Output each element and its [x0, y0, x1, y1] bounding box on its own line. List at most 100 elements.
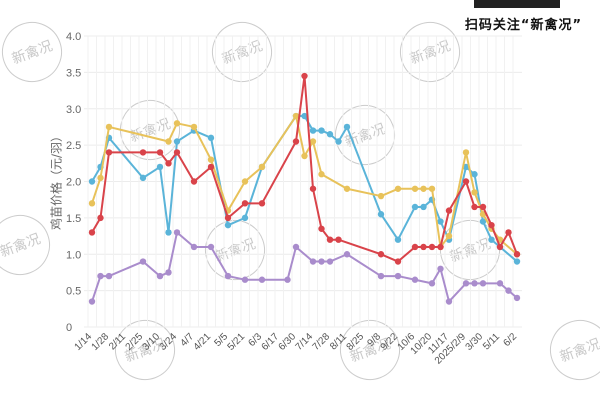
purple-data-point[interactable]	[377, 272, 385, 280]
red-data-point[interactable]	[496, 243, 504, 251]
yellow-data-point[interactable]	[207, 156, 215, 163]
purple-data-point[interactable]	[445, 298, 453, 305]
red-data-point[interactable]	[377, 251, 385, 258]
red-data-point[interactable]	[139, 149, 147, 156]
red-data-point[interactable]	[411, 243, 419, 251]
red-data-point[interactable]	[292, 138, 300, 145]
blue-data-point[interactable]	[241, 214, 249, 222]
red-data-point[interactable]	[165, 160, 172, 167]
yellow-data-point[interactable]	[445, 232, 453, 240]
blue-data-point[interactable]	[309, 127, 317, 134]
yellow-data-point[interactable]	[97, 174, 104, 182]
yellow-data-point[interactable]	[241, 178, 249, 185]
purple-data-point[interactable]	[190, 243, 198, 251]
purple-data-point[interactable]	[88, 298, 96, 305]
blue-data-point[interactable]	[165, 229, 172, 236]
blue-data-point[interactable]	[301, 112, 308, 120]
yellow-data-point[interactable]	[105, 123, 113, 131]
red-data-point[interactable]	[513, 251, 521, 258]
yellow-data-point[interactable]	[394, 185, 402, 192]
blue-data-point[interactable]	[173, 138, 181, 145]
red-data-point[interactable]	[301, 72, 308, 80]
yellow-data-point[interactable]	[258, 163, 266, 171]
red-data-point[interactable]	[445, 207, 453, 214]
purple-data-point[interactable]	[343, 251, 351, 258]
yellow-data-point[interactable]	[411, 185, 419, 192]
blue-data-point[interactable]	[411, 203, 419, 211]
purple-data-point[interactable]	[165, 269, 172, 276]
yellow-data-point[interactable]	[462, 149, 470, 156]
yellow-data-point[interactable]	[292, 112, 300, 120]
purple-data-point[interactable]	[258, 276, 266, 283]
red-data-point[interactable]	[88, 229, 96, 236]
blue-data-point[interactable]	[479, 218, 487, 225]
blue-data-point[interactable]	[343, 123, 351, 131]
blue-data-point[interactable]	[420, 203, 427, 211]
blue-data-point[interactable]	[224, 221, 232, 229]
red-data-point[interactable]	[326, 236, 334, 243]
blue-data-point[interactable]	[462, 163, 470, 171]
red-data-point[interactable]	[420, 243, 427, 251]
purple-data-point[interactable]	[471, 280, 478, 287]
yellow-data-point[interactable]	[88, 200, 96, 207]
purple-data-point[interactable]	[318, 258, 325, 265]
yellow-data-point[interactable]	[301, 152, 308, 160]
blue-data-point[interactable]	[513, 258, 521, 265]
red-data-point[interactable]	[224, 214, 232, 222]
purple-data-point[interactable]	[105, 272, 113, 280]
blue-data-point[interactable]	[326, 131, 334, 138]
red-data-point[interactable]	[437, 243, 444, 251]
yellow-data-point[interactable]	[428, 185, 436, 192]
yellow-data-point[interactable]	[420, 185, 427, 192]
purple-data-point[interactable]	[394, 272, 402, 280]
red-data-point[interactable]	[505, 229, 512, 236]
blue-data-point[interactable]	[156, 163, 164, 171]
purple-data-point[interactable]	[505, 287, 512, 294]
purple-data-point[interactable]	[292, 243, 300, 251]
red-data-point[interactable]	[258, 200, 266, 207]
red-data-point[interactable]	[173, 149, 181, 156]
purple-data-point[interactable]	[241, 276, 249, 283]
purple-data-point[interactable]	[496, 280, 504, 287]
yellow-data-point[interactable]	[173, 120, 181, 127]
red-data-point[interactable]	[241, 200, 249, 207]
yellow-data-point[interactable]	[343, 185, 351, 192]
blue-data-point[interactable]	[139, 174, 147, 182]
yellow-data-point[interactable]	[377, 192, 385, 200]
red-data-point[interactable]	[156, 149, 164, 156]
red-data-point[interactable]	[479, 203, 487, 211]
purple-data-point[interactable]	[462, 280, 470, 287]
red-data-point[interactable]	[394, 258, 402, 265]
blue-data-point[interactable]	[437, 218, 444, 225]
red-data-point[interactable]	[462, 178, 470, 185]
red-data-point[interactable]	[207, 163, 215, 171]
blue-data-point[interactable]	[394, 236, 402, 243]
purple-data-point[interactable]	[224, 272, 232, 280]
purple-data-point[interactable]	[326, 258, 334, 265]
yellow-data-point[interactable]	[165, 138, 172, 145]
blue-data-point[interactable]	[335, 138, 342, 145]
blue-data-point[interactable]	[471, 171, 478, 178]
yellow-data-point[interactable]	[318, 171, 325, 178]
purple-data-point[interactable]	[513, 294, 521, 302]
red-data-point[interactable]	[309, 185, 317, 192]
yellow-data-point[interactable]	[309, 138, 317, 145]
yellow-data-point[interactable]	[471, 189, 478, 196]
red-data-point[interactable]	[318, 225, 325, 232]
purple-data-point[interactable]	[428, 280, 436, 287]
red-data-point[interactable]	[105, 149, 113, 156]
purple-data-point[interactable]	[156, 272, 164, 280]
red-data-point[interactable]	[335, 236, 342, 243]
blue-data-point[interactable]	[207, 134, 215, 142]
red-data-point[interactable]	[97, 214, 104, 222]
purple-data-point[interactable]	[173, 229, 181, 236]
purple-data-point[interactable]	[207, 243, 215, 251]
purple-data-point[interactable]	[411, 276, 419, 283]
purple-data-point[interactable]	[309, 258, 317, 265]
red-data-point[interactable]	[428, 243, 436, 251]
purple-data-point[interactable]	[437, 265, 444, 272]
purple-data-point[interactable]	[479, 280, 487, 287]
blue-data-point[interactable]	[318, 127, 325, 134]
purple-data-point[interactable]	[139, 258, 147, 265]
yellow-data-point[interactable]	[190, 123, 198, 131]
